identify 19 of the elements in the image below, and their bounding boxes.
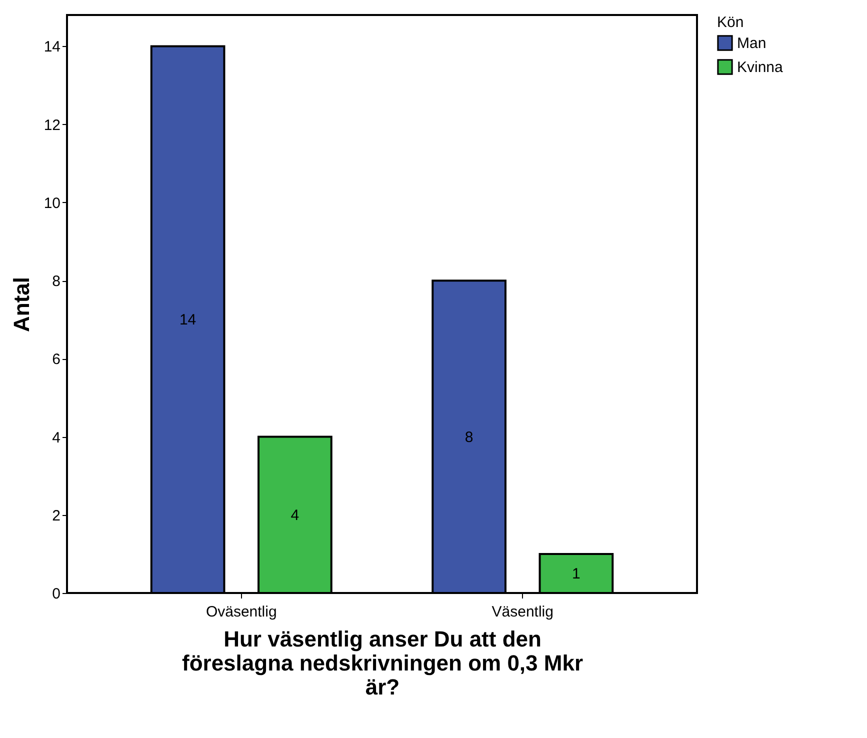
data-label: 1	[572, 565, 580, 582]
x-tick-label: Oväsentlig	[206, 604, 277, 620]
legend-label: Man	[737, 35, 766, 52]
y-tick-label: 14	[44, 38, 60, 56]
y-tick-label: 6	[52, 351, 60, 368]
x-axis-title: Hur väsentlig anser Du att den föreslagna nedskrivningen om 0,3 Mkr är?	[182, 626, 584, 700]
data-label: 14	[179, 312, 196, 329]
y-tick-label: 4	[52, 429, 60, 446]
legend-title: Kön	[717, 14, 744, 31]
y-tick-label: 2	[52, 507, 60, 524]
y-tick-label: 10	[44, 194, 60, 212]
legend-label: Kvinna	[737, 59, 784, 76]
y-tick-label: 8	[52, 273, 60, 290]
data-label: 4	[290, 506, 300, 524]
x-tick-label: Väsentlig	[492, 604, 554, 620]
data-label: 8	[464, 428, 474, 446]
y-tick-label: 0	[52, 586, 60, 602]
y-tick-label: 12	[44, 116, 60, 134]
y-axis-title: Antal	[8, 277, 34, 332]
